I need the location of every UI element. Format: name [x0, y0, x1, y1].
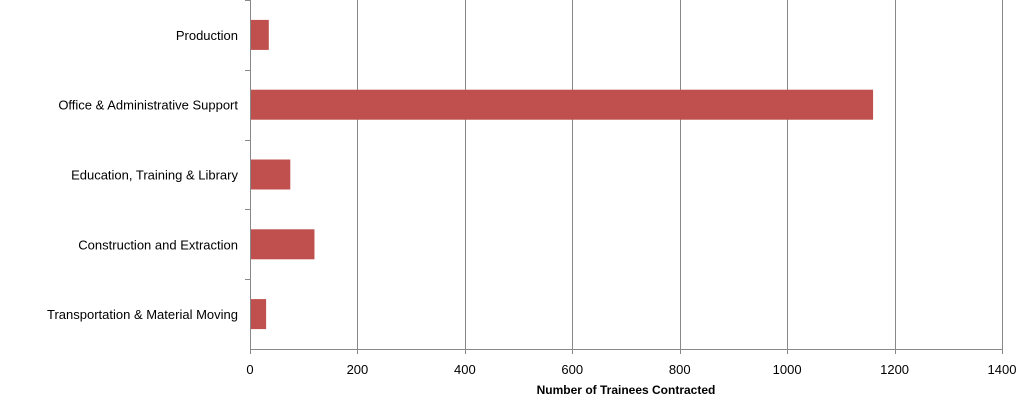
category-label: Office & Administrative Support [58, 98, 238, 113]
gridlines [357, 0, 1003, 349]
x-tick-label: 1400 [988, 362, 1017, 377]
x-tick-label: 1200 [880, 362, 909, 377]
category-label: Transportation & Material Moving [47, 307, 238, 322]
bar [251, 299, 267, 330]
bar [251, 159, 291, 190]
x-tick-label: 400 [454, 362, 476, 377]
bar [251, 89, 874, 120]
x-tick-label: 800 [669, 362, 691, 377]
category-label: Production [176, 28, 238, 43]
bar [251, 229, 315, 260]
x-axis-title: Number of Trainees Contracted [537, 383, 716, 397]
category-labels: Production Office & Administrative Suppor… [47, 28, 238, 322]
x-tick-label: 600 [561, 362, 583, 377]
axes [245, 0, 1003, 354]
x-tick-label: 0 [246, 362, 253, 377]
bar [251, 19, 269, 50]
tick-labels: 0 200 400 600 800 1000 1200 1400 [246, 362, 1016, 377]
category-label: Education, Training & Library [71, 168, 238, 183]
x-tick-label: 200 [347, 362, 369, 377]
category-label: Construction and Extraction [78, 237, 238, 252]
x-tick-label: 1000 [773, 362, 802, 377]
bars [251, 19, 874, 330]
